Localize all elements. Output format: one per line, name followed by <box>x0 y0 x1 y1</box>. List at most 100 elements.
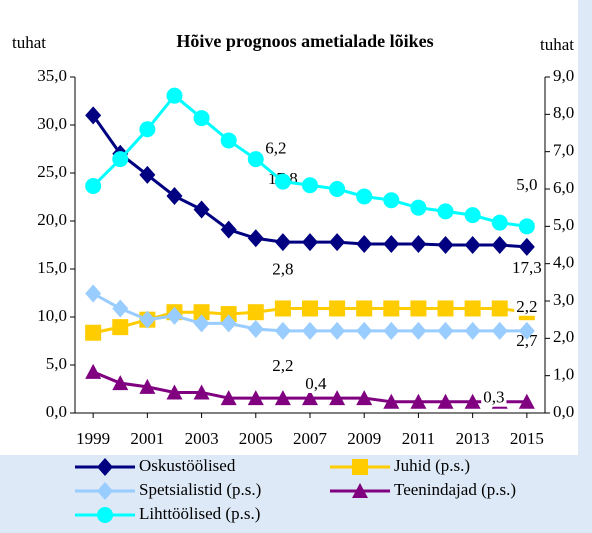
point <box>410 199 427 216</box>
point <box>383 321 400 340</box>
point <box>491 321 508 340</box>
point <box>139 121 156 138</box>
y-tick-label: 25,0 <box>37 162 67 181</box>
point <box>193 384 210 400</box>
point <box>166 187 183 206</box>
y2-tick-label: 7,0 <box>553 141 574 160</box>
y2-tick-label: 6,0 <box>553 178 574 197</box>
point <box>274 173 291 190</box>
point <box>302 300 318 317</box>
y-tick-label: 20,0 <box>37 210 67 229</box>
data-label-bg <box>514 175 540 195</box>
x-tick-label: 2003 <box>185 429 219 448</box>
data-label-bg <box>263 138 289 158</box>
data-label: 2,2 <box>272 356 293 375</box>
data-label-bg <box>509 257 544 277</box>
legend-marker <box>352 483 368 498</box>
x-tick-label: 2013 <box>456 429 490 448</box>
legend-label: Teenindajad (p.s.) <box>394 480 516 499</box>
point <box>247 320 264 338</box>
point <box>383 393 400 409</box>
point <box>464 236 481 254</box>
data-label-bg <box>481 387 507 407</box>
point <box>112 151 129 168</box>
point <box>518 321 535 340</box>
point <box>302 177 318 194</box>
data-label: 2,7 <box>516 331 538 350</box>
y2-tick-label: 5,0 <box>553 215 574 234</box>
point <box>302 233 318 252</box>
data-label-bg <box>270 355 296 375</box>
data-label-bg <box>514 331 540 351</box>
y-tick-label: 10,0 <box>37 306 67 325</box>
point <box>247 229 264 248</box>
point <box>112 319 129 336</box>
data-label: 5,0 <box>516 175 537 194</box>
data-label-bg <box>270 259 296 279</box>
y2-tick-label: 9,0 <box>553 66 574 85</box>
y2-tick-label: 2,0 <box>553 327 574 346</box>
point <box>437 393 454 409</box>
point <box>193 304 210 321</box>
legend-label: Lihttöölised (p.s.) <box>139 504 260 523</box>
point <box>274 390 291 406</box>
point <box>464 393 481 409</box>
y2-axis-label: tuhat <box>540 35 574 54</box>
point <box>410 235 427 254</box>
point <box>85 178 102 195</box>
data-label: 0,4 <box>305 374 327 393</box>
y-tick-label: 5,0 <box>46 354 67 373</box>
legend-label: Spetsialistid (p.s.) <box>139 480 261 499</box>
point <box>193 314 210 333</box>
point <box>518 218 535 235</box>
point <box>166 306 183 325</box>
data-label-bg <box>303 373 330 393</box>
point <box>491 214 508 231</box>
point <box>329 300 346 317</box>
data-label: 0,3 <box>483 388 504 407</box>
point <box>220 390 237 406</box>
point <box>491 236 508 254</box>
y-tick-label: 30,0 <box>37 114 67 133</box>
data-label: 2,2 <box>516 297 537 316</box>
legend-label: Oskustöölised <box>139 456 236 475</box>
y2-tick-label: 3,0 <box>553 290 574 309</box>
data-label: 2,8 <box>272 259 293 278</box>
point <box>410 321 427 340</box>
point <box>302 390 318 406</box>
point <box>85 284 102 303</box>
point <box>329 390 346 406</box>
point <box>220 220 237 239</box>
point <box>85 324 102 341</box>
data-label: 6,2 <box>265 138 286 157</box>
legend-label: Juhid (p.s.) <box>394 456 470 475</box>
point <box>247 304 264 321</box>
x-tick-label: 2005 <box>239 429 273 448</box>
x-tick-label: 2011 <box>402 429 435 448</box>
x-tick-label: 2015 <box>510 429 544 448</box>
y-tick-label: 15,0 <box>37 258 67 277</box>
point <box>220 314 237 333</box>
point <box>437 321 454 340</box>
point <box>329 321 346 340</box>
point <box>518 393 535 409</box>
point <box>193 110 210 127</box>
y2-tick-label: 8,0 <box>553 103 574 122</box>
point <box>356 235 373 254</box>
point <box>220 132 237 149</box>
y2-tick-label: 1,0 <box>553 365 574 384</box>
point <box>356 188 373 205</box>
legend-marker <box>97 458 113 476</box>
point <box>329 181 346 197</box>
point <box>112 299 129 318</box>
point <box>356 390 373 406</box>
point <box>139 310 156 329</box>
point <box>274 233 291 252</box>
point <box>247 390 264 406</box>
data-label: 17,3 <box>512 258 542 277</box>
y2-tick-label: 0,0 <box>553 402 574 421</box>
x-tick-label: 2007 <box>293 429 328 448</box>
y-tick-label: 35,0 <box>37 66 67 85</box>
